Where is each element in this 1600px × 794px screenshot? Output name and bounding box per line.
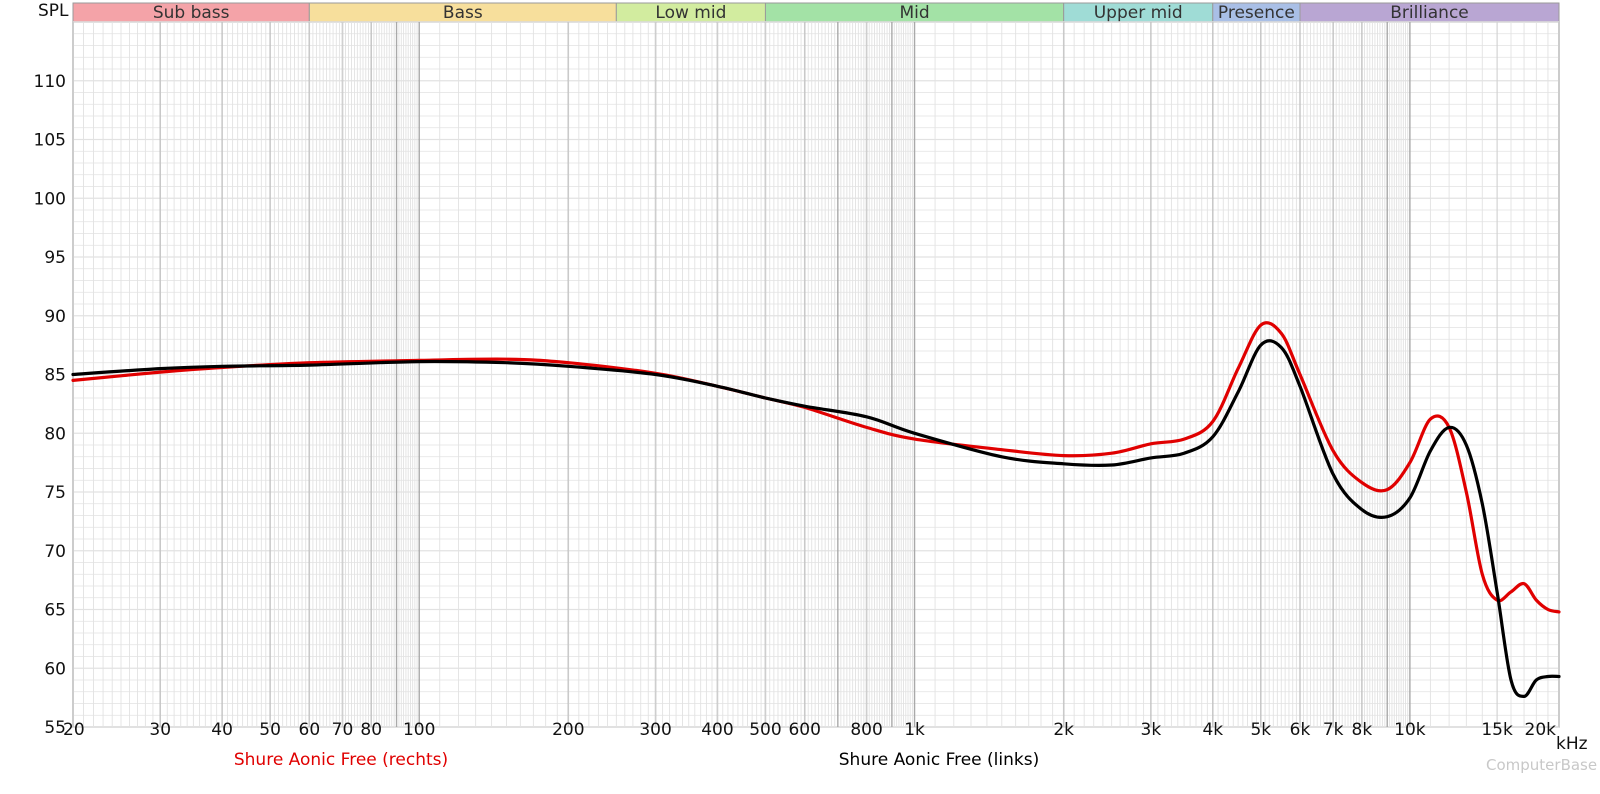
x-tick-label: 300 [639, 720, 671, 740]
y-tick-label: 110 [34, 72, 66, 92]
x-tick-label: 2k [1053, 720, 1074, 740]
y-tick-label: 60 [44, 659, 66, 679]
y-tick-label: 90 [44, 307, 66, 327]
x-tick-label: 400 [701, 720, 733, 740]
x-tick-label: 7k [1323, 720, 1344, 740]
x-tick-label: 6k [1290, 720, 1311, 740]
legend: Shure Aonic Free (rechts) Shure Aonic Fre… [234, 750, 1039, 770]
y-tick-label: 80 [44, 424, 66, 444]
watermark: ComputerBase [1486, 756, 1597, 774]
x-tick-label: 40 [211, 720, 233, 740]
band-label: Upper mid [1094, 3, 1183, 23]
y-tick-label: 65 [44, 601, 66, 621]
legend-entry: Shure Aonic Free (rechts) [234, 750, 448, 770]
x-tick-label: 800 [850, 720, 882, 740]
x-axis-unit: kHz [1556, 734, 1588, 754]
x-tick-label: 60 [299, 720, 321, 740]
x-tick-label: 70 [332, 720, 354, 740]
y-axis-label: SPL [38, 1, 69, 21]
y-tick-label: 55 [44, 718, 66, 738]
x-tick-label: 30 [149, 720, 171, 740]
x-tick-label: 100 [403, 720, 435, 740]
band-label: Presence [1218, 3, 1295, 23]
y-tick-label: 70 [44, 542, 66, 562]
x-tick-label: 5k [1250, 720, 1271, 740]
legend-entry: Shure Aonic Free (links) [839, 750, 1039, 770]
x-axis-ticks: 20 30 40 50 60 70 80 100 200 300 400 500 600 800 1k 2k 3… [63, 720, 1556, 740]
x-tick-label: 600 [788, 720, 820, 740]
y-tick-label: 105 [34, 131, 66, 151]
x-tick-label: 4k [1202, 720, 1223, 740]
band-label: Bass [443, 3, 483, 23]
x-tick-label: 200 [552, 720, 584, 740]
y-tick-label: 95 [44, 248, 66, 268]
x-tick-label: 50 [259, 720, 281, 740]
series-line-0 [71, 321, 1561, 614]
x-tick-label: 10k [1394, 720, 1426, 740]
x-tick-label: 20 [63, 720, 85, 740]
frequency-bands: Sub bass Bass Low mid Mid Upper mid Presence B… [72, 2, 1560, 23]
series-line-1 [71, 339, 1561, 699]
x-tick-label: 1k [904, 720, 925, 740]
x-tick-label: 500 [749, 720, 781, 740]
y-tick-label: 100 [34, 189, 66, 209]
x-tick-label: 80 [360, 720, 382, 740]
band-label: Low mid [655, 3, 726, 23]
y-axis-ticks: 55 60 65 70 75 80 85 90 95 100 105 110 [34, 72, 66, 738]
y-tick-label: 75 [44, 483, 66, 503]
series-lines [71, 321, 1561, 699]
x-tick-label: 8k [1352, 720, 1373, 740]
x-tick-label: 3k [1141, 720, 1162, 740]
grid-lines [72, 21, 1560, 728]
y-tick-label: 85 [44, 366, 66, 386]
x-tick-label: 20k [1525, 720, 1557, 740]
band-label: Mid [899, 3, 929, 23]
x-tick-label: 15k [1481, 720, 1513, 740]
band-label: Brilliance [1390, 3, 1469, 23]
band-label: Sub bass [153, 3, 230, 23]
